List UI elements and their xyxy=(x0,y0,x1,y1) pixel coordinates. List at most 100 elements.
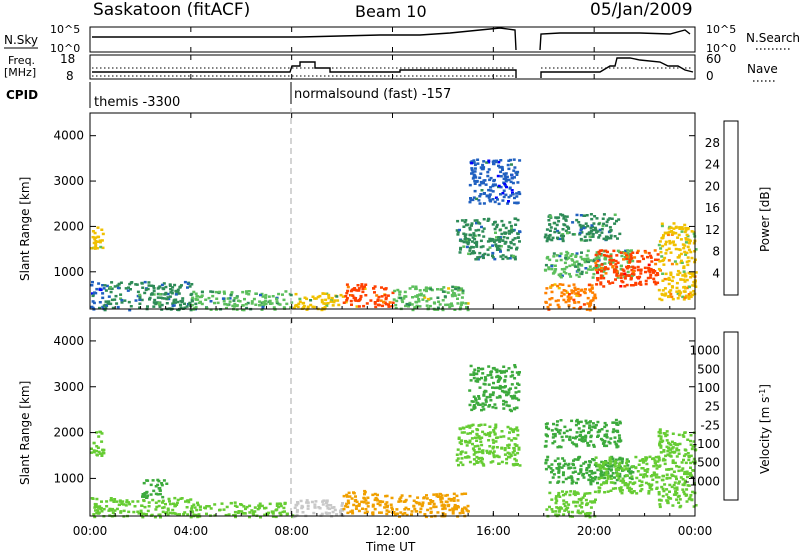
range-time-cell xyxy=(602,276,606,280)
range-time-cell xyxy=(614,468,618,471)
range-time-cell xyxy=(626,249,630,252)
range-time-cell xyxy=(489,450,492,453)
range-time-cell xyxy=(637,463,641,466)
range-time-cell xyxy=(566,298,570,301)
range-time-cell xyxy=(335,513,339,516)
range-time-cell xyxy=(493,403,497,406)
range-time-cell xyxy=(623,285,627,288)
range-time-cell xyxy=(606,267,610,270)
range-time-cell xyxy=(547,266,551,269)
range-time-cell xyxy=(562,464,566,467)
range-time-cell xyxy=(587,444,591,447)
range-time-cell xyxy=(415,510,419,513)
range-time-cell xyxy=(357,509,361,513)
range-time-cell xyxy=(612,428,616,431)
range-time-cell xyxy=(101,292,105,295)
range-time-cell xyxy=(690,256,694,260)
date-title: 05/Jan/2009 xyxy=(590,0,693,20)
range-time-cell xyxy=(321,500,325,503)
range-time-cell xyxy=(491,256,495,259)
range-time-cell xyxy=(90,451,93,454)
range-time-cell xyxy=(493,427,497,430)
range-time-cell xyxy=(635,492,639,495)
range-time-cell xyxy=(384,302,388,306)
range-time-cell xyxy=(164,292,168,296)
range-time-cell xyxy=(154,492,158,496)
range-time-cell xyxy=(510,428,514,431)
range-time-cell xyxy=(658,440,662,443)
range-time-cell xyxy=(387,303,390,306)
range-time-cell xyxy=(119,511,123,514)
range-time-cell xyxy=(156,296,160,299)
range-time-cell xyxy=(513,166,517,169)
range-time-cell xyxy=(602,482,606,485)
range-time-cell xyxy=(248,504,252,508)
range-time-cell xyxy=(455,459,459,462)
range-time-cell xyxy=(478,424,481,427)
range-time-cell xyxy=(671,241,675,244)
range-time-cell xyxy=(594,257,598,260)
range-time-cell xyxy=(591,458,595,461)
range-time-cell xyxy=(473,241,477,245)
range-time-cell xyxy=(244,303,248,306)
range-time-cell xyxy=(213,514,217,517)
range-time-cell xyxy=(382,301,385,304)
range-time-cell xyxy=(684,453,688,456)
range-time-cell xyxy=(248,515,251,519)
range-time-cell xyxy=(396,288,400,292)
range-time-cell xyxy=(457,436,461,439)
range-time-cell xyxy=(383,506,387,509)
range-time-cell xyxy=(631,259,635,263)
range-time-cell xyxy=(110,287,114,290)
range-time-cell xyxy=(553,459,557,463)
range-time-cell xyxy=(654,455,658,459)
range-time-cell xyxy=(327,296,331,299)
range-time-cell xyxy=(685,251,689,255)
range-time-cell xyxy=(100,440,104,443)
range-time-cell xyxy=(419,507,423,511)
range-time-cell xyxy=(640,488,644,491)
range-time-cell xyxy=(669,292,673,296)
range-time-cell xyxy=(546,255,550,259)
range-time-cell xyxy=(495,370,499,374)
range-time-cell xyxy=(561,480,565,484)
beam-title: Beam 10 xyxy=(355,2,427,21)
range-time-cell xyxy=(156,483,160,487)
range-time-cell xyxy=(314,297,318,300)
range-time-cell xyxy=(472,173,476,177)
range-time-cell xyxy=(254,303,258,306)
range-time-cell xyxy=(615,265,619,269)
range-time-cell xyxy=(185,499,189,502)
range-time-cell xyxy=(502,172,506,176)
range-time-cell xyxy=(475,180,479,183)
range-time-cell xyxy=(96,240,100,243)
range-time-cell xyxy=(185,506,189,509)
range-time-cell xyxy=(580,502,584,505)
range-time-cell xyxy=(469,373,473,376)
range-time-cell xyxy=(504,400,508,404)
range-time-cell xyxy=(176,290,180,293)
range-time-cell xyxy=(475,433,479,436)
range-time-cell xyxy=(295,510,299,513)
range-time-cell xyxy=(121,500,125,503)
range-time-cell xyxy=(593,490,597,494)
range-time-cell xyxy=(122,509,126,513)
range-time-cell xyxy=(642,473,646,476)
range-time-cell xyxy=(362,285,366,289)
range-time-cell xyxy=(618,420,622,424)
range-time-cell xyxy=(484,183,488,186)
range-time-cell xyxy=(447,287,451,290)
range-time-cell xyxy=(591,479,595,483)
range-time-cell xyxy=(136,290,140,294)
range-time-cell xyxy=(183,306,187,309)
range-time-cell xyxy=(282,506,286,510)
range-time-cell xyxy=(577,262,581,266)
range-time-cell xyxy=(487,168,491,171)
range-time-cell xyxy=(471,236,475,239)
range-time-cell xyxy=(466,223,470,226)
range-time-cell xyxy=(165,297,169,301)
colorbar-frame xyxy=(723,331,739,501)
range-time-cell xyxy=(581,496,585,499)
range-time-cell xyxy=(567,503,571,506)
range-time-cell xyxy=(668,490,671,493)
